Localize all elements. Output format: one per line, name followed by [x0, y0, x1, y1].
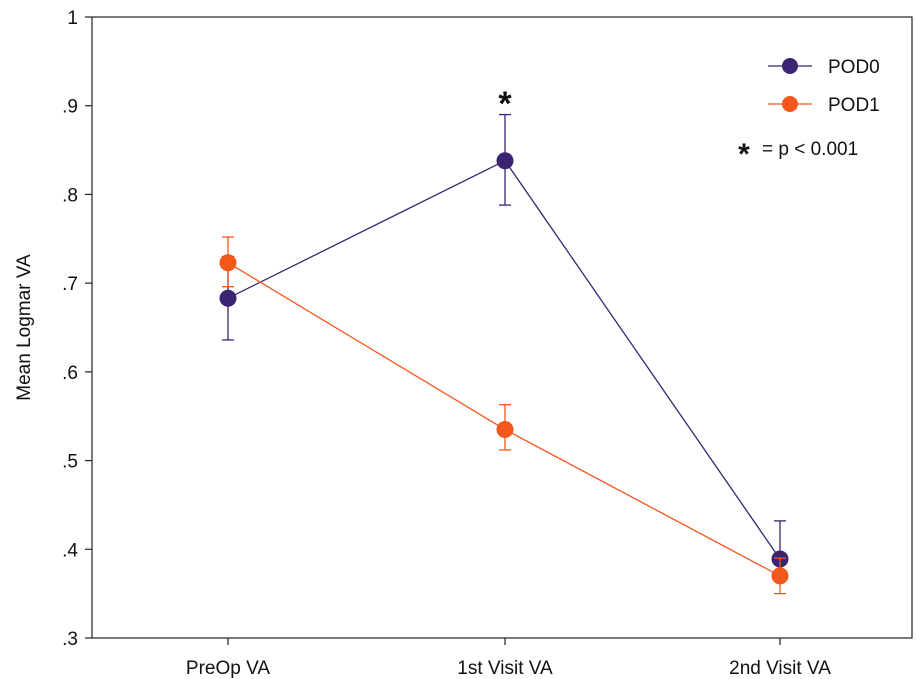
annotation-layer: *: [498, 85, 512, 123]
series-line: [227, 159, 781, 560]
data-point: [496, 152, 514, 170]
y-tick-label: .4: [62, 540, 78, 561]
legend-note-text: = p < 0.001: [762, 139, 858, 160]
legend-item-POD0: POD0: [768, 57, 880, 78]
legend-marker: [782, 58, 798, 74]
legend-item-POD1: POD1: [768, 95, 880, 116]
legend-label: POD0: [828, 57, 880, 78]
significance-asterisk: *: [498, 85, 512, 123]
x-tick-label: PreOp VA: [186, 658, 270, 679]
y-tick-label: 1: [67, 8, 78, 29]
y-tick-label: .8: [62, 185, 78, 206]
data-point: [496, 421, 514, 439]
series-line: [227, 262, 781, 577]
series-POD0: [219, 113, 789, 579]
axes: [91, 16, 913, 639]
y-tick-label: .6: [62, 363, 78, 384]
legend-marker: [782, 96, 798, 112]
y-tick-label: .5: [62, 452, 78, 473]
x-tick-label: 2nd Visit VA: [729, 658, 831, 679]
legend: POD0 POD1 * = p < 0.001: [738, 57, 880, 171]
y-tick-label: .3: [62, 629, 78, 650]
y-axis-title: Mean Logmar VA: [14, 254, 35, 401]
data-point: [219, 254, 237, 272]
series-layer: [219, 113, 789, 595]
series-POD1: [219, 236, 789, 595]
y-tick-label: .7: [62, 274, 78, 295]
plot-frame: [91, 16, 913, 639]
legend-label: POD1: [828, 95, 880, 116]
data-point: [219, 289, 237, 307]
legend-note-symbol: *: [738, 138, 750, 171]
x-tick-label: 1st Visit VA: [457, 658, 553, 679]
data-point: [771, 567, 789, 585]
y-tick-label: .9: [62, 97, 78, 118]
y-axis-ticks: .3 .4 .5 .6 .7 .8 .9 1: [62, 8, 92, 650]
x-axis-ticks: PreOp VA 1st Visit VA 2nd Visit VA: [186, 638, 831, 679]
